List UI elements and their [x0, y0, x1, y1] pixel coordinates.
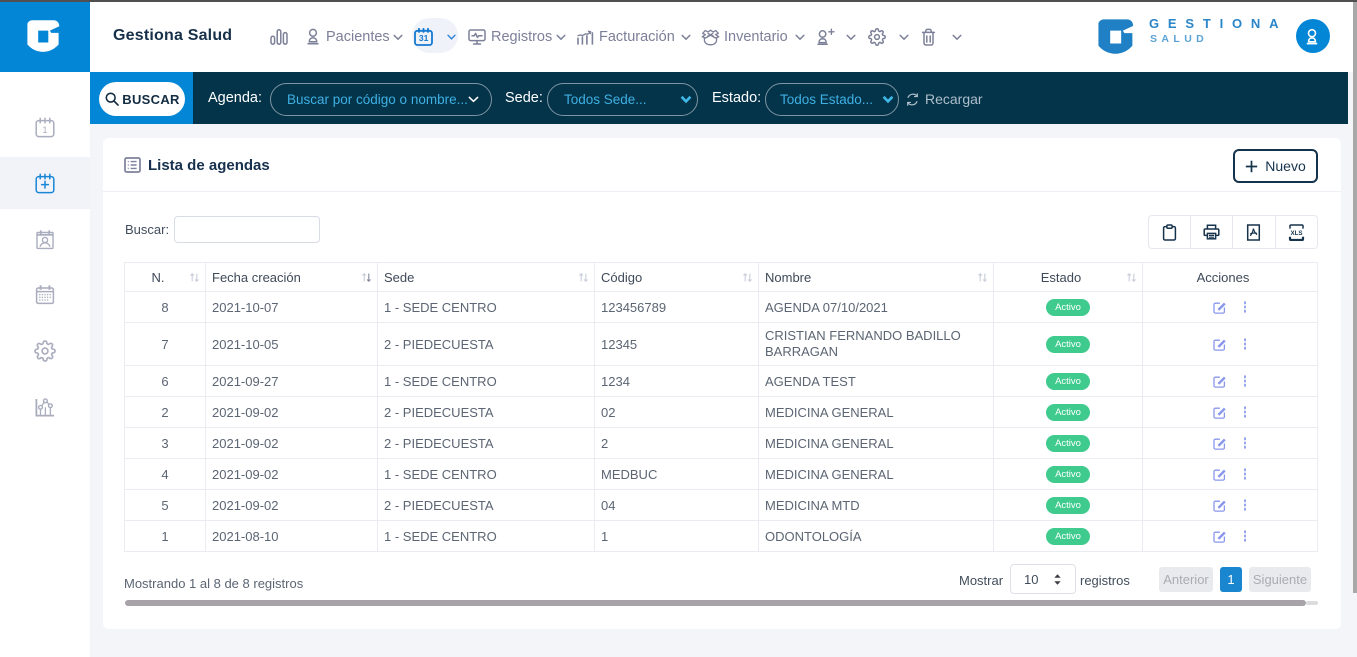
svg-text:XLS: XLS: [1290, 230, 1302, 237]
svg-text:31: 31: [419, 33, 429, 43]
svg-text:1: 1: [42, 125, 47, 135]
